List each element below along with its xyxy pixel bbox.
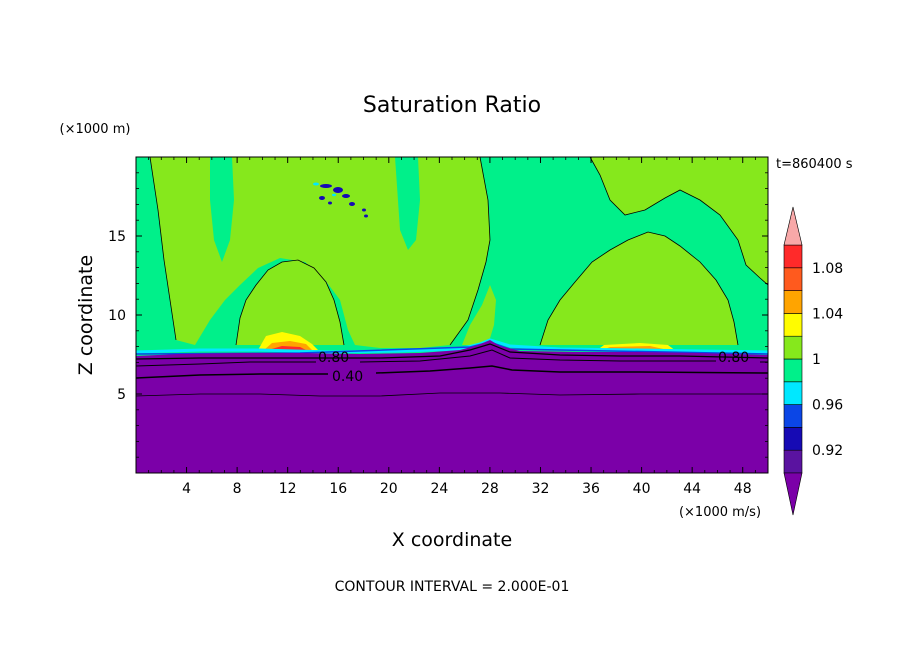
x-tick-label-4: 20 (380, 481, 398, 497)
supersat-dome-left (236, 260, 344, 345)
colorbar-bin-5 (783, 335, 803, 360)
specks-cyan (313, 182, 336, 197)
colorbar-label-3: 1.04 (812, 306, 843, 322)
x-unit-label: (×1000 m/s) (679, 505, 761, 520)
contour-labels: 0.80 0.40 0.80 (318, 350, 749, 385)
contour-outline-dome-left (235, 259, 345, 346)
colorbar-label-2: 1 (812, 352, 821, 368)
x-tick-label-10: 44 (683, 481, 701, 497)
colorbar-bin-9 (783, 244, 803, 269)
footer-note: CONTOUR INTERVAL = 2.000E-01 (335, 579, 570, 595)
x-axis-label: X coordinate (392, 529, 512, 551)
x-axis: 4 8 12 16 20 24 28 32 36 40 44 48 (148, 157, 756, 497)
x-tick-label-9: 40 (633, 481, 651, 497)
colorbar-bin-7 (783, 290, 803, 314)
contour-line-04 (136, 365, 768, 379)
chart-title: Saturation Ratio (363, 93, 541, 118)
subsaturated-layer (136, 340, 768, 473)
contour-outline-band (149, 157, 768, 346)
colorbar: 0.92 0.96 1 1.04 1.08 (783, 206, 843, 516)
x-tick-label-8: 36 (582, 481, 600, 497)
colorbar-label-1: 0.96 (812, 398, 843, 414)
colorbar-bin-4 (783, 358, 803, 383)
contour-label-1: 0.80 (318, 350, 349, 366)
y-tick-label-2: 15 (108, 229, 126, 245)
x-tick-label-2: 12 (279, 481, 297, 497)
colorbar-bin-3 (783, 381, 803, 405)
x-tick-label-6: 28 (481, 481, 499, 497)
y-axis-label: Z coordinate (75, 255, 97, 375)
colorbar-over-triangle (783, 206, 803, 246)
y-axis: 5 10 15 (108, 172, 768, 458)
contour-label-3: 0.80 (718, 350, 749, 366)
near-saturated-column-2 (395, 157, 420, 250)
colorbar-bin-8 (783, 267, 803, 291)
time-label: t=860400 s (776, 157, 853, 172)
contour-line-upper (136, 343, 768, 360)
y-unit-label: (×1000 m) (60, 122, 131, 137)
x-tick-label-7: 32 (532, 481, 550, 497)
colorbar-bin-0 (783, 449, 803, 474)
colorbar-under-triangle (783, 472, 803, 516)
colorbar-label-0: 0.92 (812, 443, 843, 459)
y-tick-label-0: 5 (117, 387, 126, 403)
supersat-strip-mid (462, 285, 496, 345)
supersat-dome-right (540, 232, 738, 345)
contour-label-2: 0.40 (332, 369, 363, 385)
colorbar-label-4: 1.08 (812, 261, 843, 277)
near-saturated-column (210, 157, 234, 262)
x-tick-label-5: 24 (430, 481, 448, 497)
x-tick-label-3: 16 (329, 481, 347, 497)
specks (319, 184, 368, 218)
colorbar-bin-1 (783, 427, 803, 451)
colorbar-bin-6 (783, 313, 803, 337)
y-tick-label-1: 10 (108, 308, 126, 324)
contour-outline-dome-right (539, 231, 739, 346)
colorbar-bin-2 (783, 404, 803, 428)
x-tick-label-0: 4 (182, 481, 191, 497)
plot-area: 0.80 0.40 0.80 (136, 157, 768, 473)
contour-line-low (136, 392, 768, 397)
x-tick-label-1: 8 (233, 481, 242, 497)
x-tick-label-11: 48 (734, 481, 752, 497)
